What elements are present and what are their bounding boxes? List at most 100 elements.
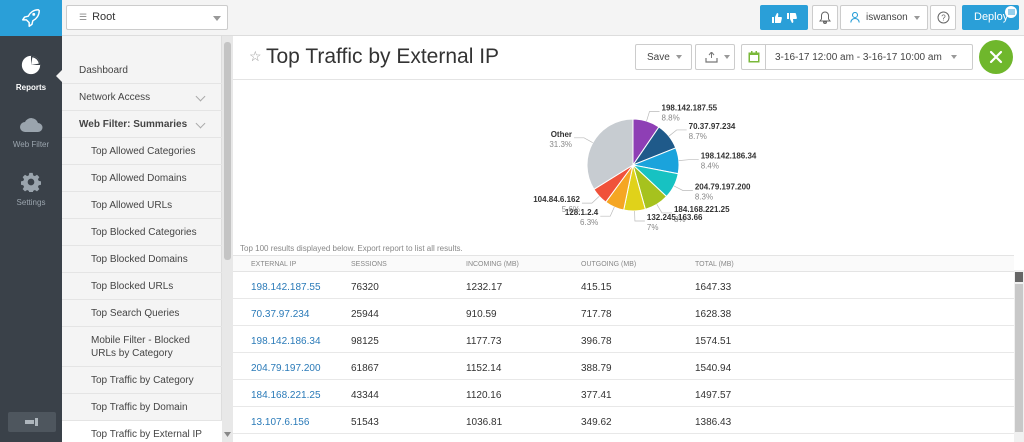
slice-percent: 31.3% (549, 140, 572, 149)
table-cell: 349.62 (581, 417, 612, 428)
column-header[interactable]: External IP (251, 261, 297, 268)
sidebar-item-label: Top Blocked Domains (91, 254, 188, 265)
sidebar-item-web-filter-summaries[interactable]: Web Filter: Summaries (62, 111, 222, 138)
collapse-button[interactable] (8, 412, 56, 432)
sidebar-item-top-allowed-domains[interactable]: Top Allowed Domains (62, 165, 222, 192)
active-indicator (56, 70, 62, 82)
table-cell: 377.41 (581, 390, 612, 401)
table-cell: 1152.14 (466, 363, 502, 374)
rail-item-web-filter[interactable]: Web Filter (0, 110, 62, 164)
table-cell: 717.78 (581, 309, 612, 320)
deploy-button[interactable]: Deploy (962, 5, 1019, 30)
table-cell: 1628.38 (695, 309, 732, 320)
rail-label-web-filter: Web Filter (12, 140, 50, 149)
username: iswanson (866, 12, 908, 23)
chevron-down-icon (913, 15, 920, 20)
slice-label: Other (551, 130, 572, 139)
scroll-up-button[interactable] (1015, 272, 1023, 282)
slice-percent: 8.7% (689, 132, 707, 141)
ip-link[interactable]: 13.107.6.156 (251, 417, 310, 428)
table-scrollbar[interactable] (1014, 270, 1024, 442)
column-header[interactable]: Total (MB) (695, 261, 734, 268)
chevron-down-icon (195, 91, 206, 102)
table-cell: 1574.51 (695, 336, 732, 347)
sidebar-item-top-blocked-domains[interactable]: Top Blocked Domains (62, 246, 222, 273)
slice-label: 198.142.186.34 (701, 152, 757, 161)
sidebar-item-top-allowed-urls[interactable]: Top Allowed URLs (62, 192, 222, 219)
sidebar-scrollbar[interactable] (222, 36, 233, 442)
table-row[interactable]: 184.168.221.25 43344 1120.16 377.41 1497.57 (233, 380, 1014, 407)
gear-icon (21, 172, 41, 192)
export-button[interactable] (695, 44, 735, 70)
notifications-button[interactable] (812, 5, 838, 30)
date-range-value: 3-16-17 12:00 am - 3-16-17 10:00 am (775, 51, 942, 63)
ip-link[interactable]: 70.37.97.234 (251, 309, 310, 320)
table-row[interactable]: 198.142.186.34 98125 1177.73 396.78 1574.51 (233, 326, 1014, 353)
ip-link[interactable]: 204.79.197.200 (251, 363, 321, 374)
slice-percent: 7% (647, 223, 659, 232)
column-header[interactable]: Incoming (MB) (466, 261, 519, 268)
slice-label: 184.168.221.25 (674, 205, 730, 214)
table-cell: 51543 (351, 417, 379, 428)
root-select-label: Root (92, 11, 116, 23)
table-row[interactable]: 13.107.6.156 51543 1036.81 349.62 1386.43 (233, 407, 1014, 434)
pie-slice[interactable] (586, 118, 634, 191)
table-cell: 1647.33 (695, 282, 732, 293)
table-row[interactable]: 70.37.97.234 25944 910.59 717.78 1628.38 (233, 299, 1014, 326)
sidebar-item-label: Top Traffic by External IP (91, 429, 202, 440)
rail-item-settings[interactable]: Settings (0, 168, 62, 222)
date-range-picker[interactable]: 3-16-17 12:00 am - 3-16-17 10:00 am (741, 44, 973, 70)
ip-link[interactable]: 184.168.221.25 (251, 390, 321, 401)
table-row[interactable]: 198.142.187.55 76320 1232.17 415.15 1647.33 (233, 272, 1014, 299)
chevron-down-icon (950, 55, 957, 59)
slice-label: 204.79.197.200 (695, 182, 751, 191)
table-cell: 98125 (351, 336, 379, 347)
slice-connector (678, 159, 699, 161)
rocket-logo-icon[interactable] (0, 0, 62, 36)
slice-percent: 8.8% (662, 113, 680, 122)
sidebar-item-label: Network Access (79, 92, 151, 103)
user-menu[interactable]: iswanson (840, 5, 928, 30)
ip-link[interactable]: 198.142.186.34 (251, 336, 321, 347)
results-note: Top 100 results displayed below. Export … (240, 244, 463, 253)
column-header[interactable]: Sessions (351, 261, 387, 268)
table-cell: 1232.17 (466, 282, 503, 293)
sidebar-item-label: Top Allowed Domains (91, 173, 187, 184)
sidebar-item-top-traffic-by-external-ip[interactable]: Top Traffic by External IP (62, 421, 222, 442)
chevron-down-icon (213, 16, 221, 21)
save-label: Save (647, 51, 670, 63)
table-header: External IP Sessions Incoming (MB) Outgo… (233, 255, 1014, 272)
chevron-down-icon (675, 55, 682, 59)
table-cell: 1386.43 (695, 417, 732, 428)
root-select[interactable]: ☰ Root (66, 5, 228, 30)
table-scroll-thumb[interactable] (1015, 284, 1023, 432)
sidebar-item-label: Top Blocked Categories (91, 227, 197, 238)
feedback-button[interactable] (760, 5, 808, 30)
table-cell: 43344 (351, 390, 379, 401)
sidebar-item-top-allowed-categories[interactable]: Top Allowed Categories (62, 138, 222, 165)
slice-percent: 5.6% (562, 205, 580, 214)
help-button[interactable]: ? (930, 5, 956, 30)
star-icon[interactable]: ☆ (249, 48, 262, 64)
cloud-icon (20, 118, 43, 132)
sidebar-item-dashboard[interactable]: Dashboard (62, 57, 222, 84)
chevron-down-icon (724, 55, 730, 59)
tools-button[interactable] (979, 40, 1013, 74)
sidebar-item-mobile-filter-blocked[interactable]: Mobile Filter - Blocked URLs by Category (62, 327, 222, 367)
sidebar-item-top-traffic-by-domain[interactable]: Top Traffic by Domain (62, 394, 222, 421)
table-row[interactable]: 204.79.197.200 61867 1152.14 388.79 1540.94 (233, 353, 1014, 380)
save-button[interactable]: Save (635, 44, 692, 70)
slice-connector (656, 204, 672, 214)
rail-item-reports[interactable]: Reports (0, 50, 62, 104)
sidebar-item-top-blocked-urls[interactable]: Top Blocked URLs (62, 273, 222, 300)
sidebar-scroll-thumb[interactable] (224, 42, 231, 260)
sidebar-item-network-access[interactable]: Network Access (62, 84, 222, 111)
ip-link[interactable]: 198.142.187.55 (251, 282, 321, 293)
slice-connector (668, 129, 687, 137)
sidebar-item-label: Top Blocked URLs (91, 281, 174, 292)
sidebar-item-top-traffic-by-category[interactable]: Top Traffic by Category (62, 367, 222, 394)
column-header[interactable]: Outgoing (MB) (581, 261, 637, 268)
thumbs-up-icon (771, 12, 782, 23)
sidebar-item-top-blocked-categories[interactable]: Top Blocked Categories (62, 219, 222, 246)
sidebar-item-top-search-queries[interactable]: Top Search Queries (62, 300, 222, 327)
